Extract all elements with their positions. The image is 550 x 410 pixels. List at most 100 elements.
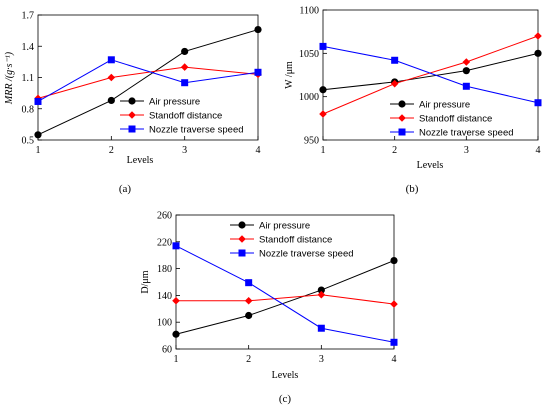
x-tick-label: 2 bbox=[109, 145, 114, 156]
data-point bbox=[34, 97, 42, 105]
legend-label: Nozzle traverse speed bbox=[259, 249, 354, 260]
series-nozzle-traverse-speed bbox=[34, 56, 262, 105]
data-point bbox=[107, 56, 115, 64]
x-axis-label: Levels bbox=[272, 370, 299, 381]
x-tick-label: 3 bbox=[319, 354, 324, 365]
series-line bbox=[37, 59, 259, 102]
legend-marker bbox=[128, 97, 136, 105]
legend-marker bbox=[128, 111, 136, 119]
x-tick-label: 1 bbox=[321, 145, 326, 156]
plot-frame bbox=[37, 14, 259, 141]
y-tick-label: 1050 bbox=[299, 49, 319, 60]
y-tick-label: 1.7 bbox=[22, 11, 35, 22]
series-standoff-distance bbox=[34, 63, 262, 103]
series-line bbox=[322, 45, 539, 104]
data-point bbox=[254, 68, 262, 76]
series-air-pressure bbox=[319, 49, 542, 94]
data-point bbox=[319, 86, 327, 94]
legend-label: Air pressure bbox=[149, 97, 200, 108]
data-point bbox=[390, 256, 398, 265]
legend: Air pressure Standoff distance Nozzle trav… bbox=[120, 97, 244, 136]
legend-label: Standoff distance bbox=[149, 111, 222, 122]
data-point bbox=[245, 279, 253, 287]
legend-label: Air pressure bbox=[419, 100, 470, 111]
legend-label: Nozzle traverse speed bbox=[419, 128, 514, 139]
plot-frame bbox=[322, 9, 539, 141]
data-point bbox=[534, 49, 542, 57]
y-tick-label: 100 bbox=[157, 318, 172, 329]
panel-caption: (c) bbox=[279, 393, 292, 405]
data-point bbox=[534, 32, 542, 40]
y-axis-label: D/μm bbox=[140, 270, 151, 293]
data-point bbox=[390, 338, 398, 346]
plot-frame bbox=[175, 214, 395, 350]
data-point bbox=[245, 311, 253, 320]
data-point bbox=[390, 79, 399, 88]
y-tick-label: 1000 bbox=[299, 92, 319, 103]
chart-panel-1: 0.5 0.8 1.1 1.4 1.7 1 2 3 4 Levels MRR /(g·s⁻¹) Air… bbox=[4, 11, 262, 195]
data-point bbox=[390, 300, 398, 308]
chart-panel-3: 60 100 140 180 220 260 1 2 3 4 Levels D/μm Air press… bbox=[140, 211, 398, 405]
legend-marker bbox=[238, 249, 246, 257]
data-point bbox=[462, 67, 470, 75]
y-tick-label: 220 bbox=[157, 237, 172, 248]
data-point bbox=[172, 242, 180, 250]
x-tick-label: 3 bbox=[182, 145, 187, 156]
data-point bbox=[244, 296, 253, 305]
chart-panel-2: 950 1000 1050 1100 1 2 3 4 Levels W /μm Air pressu… bbox=[284, 6, 542, 195]
series-nozzle-traverse-speed bbox=[172, 242, 398, 346]
y-tick-label: 140 bbox=[157, 291, 172, 302]
series-air-pressure bbox=[34, 25, 262, 139]
data-point bbox=[317, 286, 325, 294]
data-point bbox=[534, 99, 542, 107]
data-point bbox=[34, 131, 42, 139]
data-point bbox=[391, 56, 399, 64]
data-point bbox=[172, 330, 180, 338]
data-point bbox=[319, 42, 327, 50]
legend-label: Standoff distance bbox=[419, 114, 492, 125]
x-tick-label: 2 bbox=[392, 145, 397, 156]
x-axis-label: Levels bbox=[127, 155, 154, 166]
y-tick-label: 950 bbox=[304, 136, 319, 147]
series-nozzle-traverse-speed bbox=[319, 42, 542, 107]
data-point bbox=[181, 47, 189, 56]
legend: Air pressure Standoff distance Nozzle trav… bbox=[390, 100, 514, 139]
legend-marker bbox=[398, 128, 406, 136]
data-point bbox=[180, 63, 189, 71]
legend-marker bbox=[398, 114, 406, 122]
data-point bbox=[172, 296, 180, 305]
data-point bbox=[317, 324, 325, 332]
data-point bbox=[254, 25, 262, 34]
legend-label: Standoff distance bbox=[259, 235, 332, 246]
y-tick-label: 1100 bbox=[299, 6, 319, 17]
legend-marker bbox=[398, 100, 406, 108]
y-axis-label: W /μm bbox=[284, 61, 295, 89]
y-tick-label: 0.5 bbox=[22, 136, 35, 147]
panel-caption: (a) bbox=[119, 183, 132, 195]
series-line bbox=[37, 29, 259, 136]
x-tick-label: 3 bbox=[464, 145, 469, 156]
x-tick-label: 1 bbox=[174, 354, 179, 365]
y-tick-label: 0.8 bbox=[22, 104, 35, 115]
x-tick-label: 4 bbox=[536, 145, 541, 156]
data-point bbox=[107, 73, 116, 82]
x-tick-label: 2 bbox=[246, 354, 251, 365]
series-standoff-distance bbox=[172, 290, 398, 308]
x-tick-label: 4 bbox=[256, 145, 261, 156]
y-tick-label: 260 bbox=[157, 211, 172, 222]
data-point bbox=[462, 82, 470, 90]
y-tick-label: 180 bbox=[157, 264, 172, 275]
series-line bbox=[175, 260, 395, 335]
legend-marker bbox=[238, 235, 246, 243]
data-point bbox=[319, 110, 327, 118]
legend-marker bbox=[238, 221, 246, 229]
data-point bbox=[181, 79, 189, 87]
data-point bbox=[317, 290, 326, 299]
legend-label: Air pressure bbox=[259, 221, 310, 232]
series-air-pressure bbox=[172, 256, 398, 338]
legend: Air pressure Standoff distance Nozzle trav… bbox=[230, 221, 354, 260]
y-tick-label: 1.4 bbox=[22, 42, 35, 53]
series-line bbox=[176, 294, 395, 305]
panel-caption: (b) bbox=[406, 183, 419, 195]
